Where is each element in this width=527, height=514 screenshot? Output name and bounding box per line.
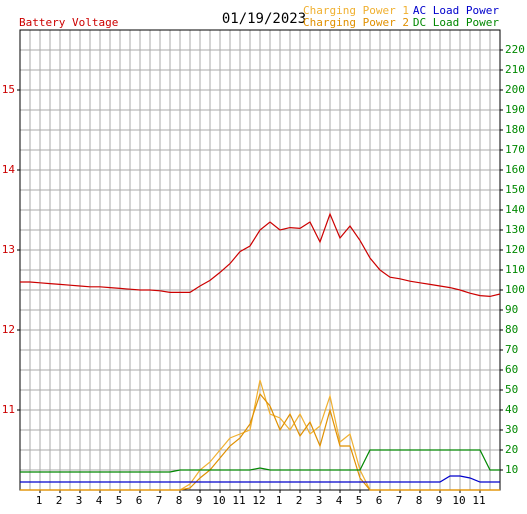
- y2-tick-label: 140: [505, 203, 525, 216]
- x-tick-label: 2: [56, 494, 63, 507]
- legend-label: DC Load Power: [413, 16, 499, 29]
- x-tick-label: 5: [356, 494, 363, 507]
- legend-label: AC Load Power: [413, 4, 499, 17]
- series-line: [20, 212, 501, 298]
- y2-tick-label: 200: [505, 83, 525, 96]
- series-line: [20, 449, 500, 473]
- y2-tick-label: 50: [505, 383, 518, 396]
- y2-tick-label: 130: [505, 223, 525, 236]
- x-tick-label: 4: [96, 494, 103, 507]
- y2-tick-label: 210: [505, 63, 525, 76]
- x-tick-label: 9: [196, 494, 203, 507]
- y2-tick-label: 110: [505, 263, 525, 276]
- x-tick-label: 7: [396, 494, 403, 507]
- y2-tick-label: 190: [505, 103, 525, 116]
- x-tick-label: 9: [436, 494, 443, 507]
- x-tick-label: 1: [276, 494, 283, 507]
- y2-tick-label: 170: [505, 143, 525, 156]
- y2-tick-label: 70: [505, 343, 518, 356]
- x-tick-label: 11: [232, 494, 245, 507]
- x-tick-label: 8: [176, 494, 183, 507]
- legend-label: Charging Power 1: [303, 4, 409, 17]
- x-tick-label: 8: [416, 494, 423, 507]
- y2-tick-label: 40: [505, 403, 518, 416]
- y-tick-label: 13: [2, 243, 15, 256]
- x-tick-label: 6: [136, 494, 143, 507]
- y-tick-label: 15: [2, 83, 15, 96]
- y2-tick-label: 180: [505, 123, 525, 136]
- x-tick-label: 10: [212, 494, 225, 507]
- legend-label: Battery Voltage: [19, 16, 118, 29]
- chart-title: 01/19/2023: [222, 11, 306, 27]
- x-tick-label: 1: [36, 494, 43, 507]
- y2-tick-label: 120: [505, 243, 525, 256]
- y2-tick-label: 80: [505, 323, 518, 336]
- x-tick-label: 6: [376, 494, 383, 507]
- y2-tick-label: 90: [505, 303, 518, 316]
- series-line: [20, 475, 500, 483]
- y2-tick-label: 20: [505, 443, 518, 456]
- series-line: [20, 392, 500, 491]
- x-tick-label: 3: [76, 494, 83, 507]
- y2-tick-label: 60: [505, 363, 518, 376]
- y2-tick-label: 150: [505, 183, 525, 196]
- y2-tick-label: 160: [505, 163, 525, 176]
- y-tick-label: 14: [2, 163, 16, 176]
- legend-label: Charging Power 2: [303, 16, 409, 29]
- x-tick-label: 2: [296, 494, 303, 507]
- x-tick-label: 10: [452, 494, 465, 507]
- y2-tick-label: 100: [505, 283, 525, 296]
- y-tick-label: 12: [2, 323, 15, 336]
- x-tick-label: 5: [116, 494, 123, 507]
- x-tick-label: 4: [336, 494, 343, 507]
- y2-tick-label: 30: [505, 423, 518, 436]
- x-tick-label: 7: [156, 494, 163, 507]
- x-tick-label: 12: [252, 494, 265, 507]
- y2-tick-label: 10: [505, 463, 518, 476]
- y-tick-label: 11: [2, 403, 15, 416]
- y2-tick-label: 220: [505, 43, 525, 56]
- x-tick-label: 3: [316, 494, 323, 507]
- x-tick-label: 11: [472, 494, 485, 507]
